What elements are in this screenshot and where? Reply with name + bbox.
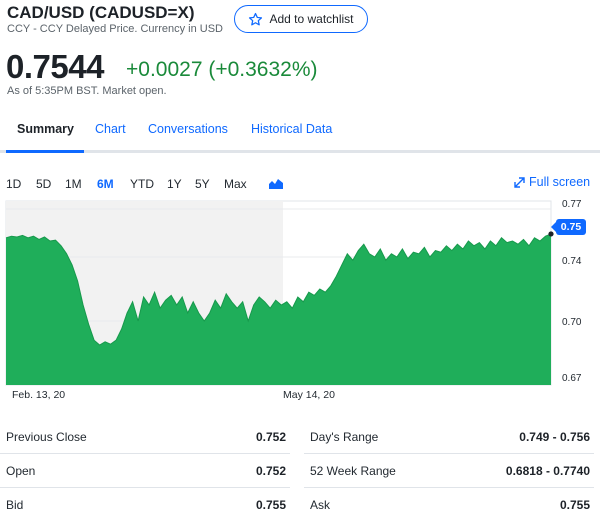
stat-open: Open 0.752 bbox=[0, 454, 290, 488]
full-screen-label: Full screen bbox=[529, 175, 591, 189]
series-area bbox=[6, 234, 551, 385]
stat-label: Open bbox=[6, 464, 36, 478]
stat-previous-close: Previous Close 0.752 bbox=[0, 420, 290, 454]
add-to-watchlist-button[interactable]: Add to watchlist bbox=[234, 5, 368, 33]
price-change: +0.0027 (+0.3632%) bbox=[126, 58, 318, 81]
stat-value: 0.752 bbox=[255, 464, 286, 478]
range-5d[interactable]: 5D bbox=[36, 177, 52, 191]
price-chart[interactable] bbox=[0, 197, 600, 402]
stat-52-week-range: 52 Week Range 0.6818 - 0.7740 bbox=[304, 454, 594, 488]
full-screen-button[interactable]: Full screen bbox=[514, 175, 590, 189]
stat-label: 52 Week Range bbox=[310, 464, 396, 478]
active-tab-indicator bbox=[6, 150, 84, 153]
range-1d[interactable]: 1D bbox=[6, 177, 22, 191]
y-tick-label: 0.77 bbox=[562, 199, 582, 210]
tab-summary[interactable]: Summary bbox=[17, 122, 74, 136]
stat-value: 0.755 bbox=[559, 498, 590, 512]
mountain-chart-icon[interactable] bbox=[269, 177, 283, 189]
range-1y[interactable]: 1Y bbox=[167, 177, 182, 191]
tab-historical-data[interactable]: Historical Data bbox=[251, 122, 333, 136]
range-5y[interactable]: 5Y bbox=[195, 177, 210, 191]
stat-label: Ask bbox=[310, 498, 331, 512]
tab-conversations[interactable]: Conversations bbox=[148, 122, 228, 136]
y-tick-label: 0.70 bbox=[562, 317, 582, 328]
x-tick-label: May 14, 20 bbox=[283, 389, 335, 401]
current-price: 0.7544 bbox=[6, 48, 104, 85]
tab-chart[interactable]: Chart bbox=[95, 122, 126, 136]
x-tick-label: Feb. 13, 20 bbox=[12, 389, 66, 401]
stat-value: 0.755 bbox=[255, 498, 286, 512]
expand-icon bbox=[514, 176, 525, 188]
range-6m[interactable]: 6M bbox=[97, 177, 114, 191]
range-max[interactable]: Max bbox=[224, 177, 247, 191]
series-line bbox=[5, 233, 552, 346]
quote-tabs: Summary Chart Conversations Historical D… bbox=[0, 115, 600, 153]
y-tick-label: 0.74 bbox=[562, 256, 582, 267]
quote-subtitle: CCY - CCY Delayed Price. Currency in USD bbox=[7, 23, 223, 35]
market-status: As of 5:35PM BST. Market open. bbox=[7, 85, 167, 97]
stat-ask: Ask 0.755 bbox=[304, 488, 594, 522]
stat-label: Bid bbox=[6, 498, 24, 512]
star-icon bbox=[249, 12, 263, 25]
stat-value: 0.6818 - 0.7740 bbox=[505, 464, 590, 478]
page-title: CAD/USD (CADUSD=X) bbox=[7, 3, 195, 22]
stat-label: Previous Close bbox=[6, 430, 87, 444]
stat-days-range: Day's Range 0.749 - 0.756 bbox=[304, 420, 594, 454]
price-chart-svg bbox=[5, 200, 554, 386]
stat-value: 0.749 - 0.756 bbox=[519, 430, 590, 444]
current-value-badge: 0.75 bbox=[551, 219, 586, 235]
range-1m[interactable]: 1M bbox=[65, 177, 82, 191]
current-point bbox=[548, 231, 554, 237]
range-ytd[interactable]: YTD bbox=[130, 177, 154, 191]
stat-bid: Bid 0.755 bbox=[0, 488, 290, 522]
y-tick-label: 0.67 bbox=[562, 373, 582, 384]
stat-value: 0.752 bbox=[255, 430, 286, 444]
watchlist-label: Add to watchlist bbox=[269, 12, 354, 26]
stat-label: Day's Range bbox=[310, 430, 379, 444]
